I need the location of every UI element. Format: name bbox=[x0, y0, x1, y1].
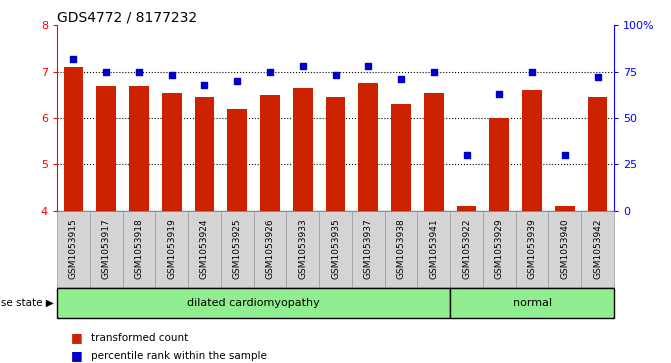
Bar bbox=[162, 93, 182, 211]
Point bbox=[232, 78, 243, 84]
Text: GSM1053937: GSM1053937 bbox=[364, 218, 373, 279]
Bar bbox=[123, 211, 155, 287]
Bar bbox=[489, 118, 509, 211]
Text: GSM1053915: GSM1053915 bbox=[69, 218, 78, 279]
Bar bbox=[260, 95, 280, 211]
Text: GSM1053941: GSM1053941 bbox=[429, 218, 438, 279]
Bar bbox=[516, 211, 548, 287]
Bar bbox=[483, 211, 516, 287]
Bar bbox=[287, 211, 319, 287]
Bar bbox=[450, 211, 483, 287]
Text: ■: ■ bbox=[70, 349, 83, 362]
Bar bbox=[391, 104, 411, 211]
Bar bbox=[293, 88, 313, 211]
Point bbox=[461, 152, 472, 158]
Bar bbox=[358, 83, 378, 211]
Point bbox=[428, 69, 439, 75]
Bar bbox=[97, 86, 116, 211]
Point bbox=[560, 152, 570, 158]
Text: GSM1053917: GSM1053917 bbox=[102, 218, 111, 279]
Point bbox=[396, 76, 407, 82]
Bar bbox=[254, 211, 287, 287]
Text: GDS4772 / 8177232: GDS4772 / 8177232 bbox=[57, 11, 197, 25]
Point bbox=[363, 63, 374, 69]
Text: dilated cardiomyopathy: dilated cardiomyopathy bbox=[187, 298, 320, 308]
Point bbox=[297, 63, 308, 69]
Bar bbox=[522, 90, 542, 211]
Bar bbox=[64, 67, 83, 211]
Text: GSM1053918: GSM1053918 bbox=[134, 218, 144, 279]
Point bbox=[494, 91, 505, 97]
Bar bbox=[450, 288, 614, 318]
Text: GSM1053919: GSM1053919 bbox=[167, 218, 176, 279]
Bar bbox=[417, 211, 450, 287]
Text: GSM1053938: GSM1053938 bbox=[397, 218, 405, 279]
Bar bbox=[581, 211, 614, 287]
Bar bbox=[384, 211, 417, 287]
Text: GSM1053922: GSM1053922 bbox=[462, 219, 471, 279]
Text: GSM1053939: GSM1053939 bbox=[527, 218, 537, 279]
Point bbox=[264, 69, 275, 75]
Bar bbox=[90, 211, 123, 287]
Bar bbox=[195, 97, 214, 211]
Bar bbox=[57, 211, 90, 287]
Point bbox=[68, 56, 79, 62]
Bar bbox=[129, 86, 149, 211]
Point bbox=[134, 69, 144, 75]
Text: GSM1053929: GSM1053929 bbox=[495, 218, 504, 279]
Bar bbox=[319, 211, 352, 287]
Bar bbox=[424, 93, 444, 211]
Text: normal: normal bbox=[513, 298, 552, 308]
Text: percentile rank within the sample: percentile rank within the sample bbox=[91, 351, 266, 361]
Text: GSM1053926: GSM1053926 bbox=[266, 218, 274, 279]
Text: GSM1053940: GSM1053940 bbox=[560, 218, 569, 279]
Point bbox=[199, 82, 210, 87]
Point bbox=[330, 73, 341, 78]
Bar bbox=[57, 288, 450, 318]
Point bbox=[166, 73, 177, 78]
Bar bbox=[588, 97, 607, 211]
Point bbox=[527, 69, 537, 75]
Bar bbox=[548, 211, 581, 287]
Bar bbox=[188, 211, 221, 287]
Text: GSM1053933: GSM1053933 bbox=[298, 218, 307, 279]
Bar bbox=[227, 109, 247, 211]
Text: disease state ▶: disease state ▶ bbox=[0, 298, 54, 308]
Bar bbox=[352, 211, 384, 287]
Text: ■: ■ bbox=[70, 331, 83, 344]
Text: GSM1053924: GSM1053924 bbox=[200, 219, 209, 279]
Bar bbox=[325, 97, 346, 211]
Point bbox=[101, 69, 111, 75]
Bar bbox=[457, 206, 476, 211]
Bar bbox=[155, 211, 188, 287]
Text: transformed count: transformed count bbox=[91, 333, 188, 343]
Text: GSM1053942: GSM1053942 bbox=[593, 219, 602, 279]
Text: GSM1053935: GSM1053935 bbox=[331, 218, 340, 279]
Bar bbox=[221, 211, 254, 287]
Text: GSM1053925: GSM1053925 bbox=[233, 218, 242, 279]
Bar bbox=[555, 206, 574, 211]
Point bbox=[592, 74, 603, 80]
